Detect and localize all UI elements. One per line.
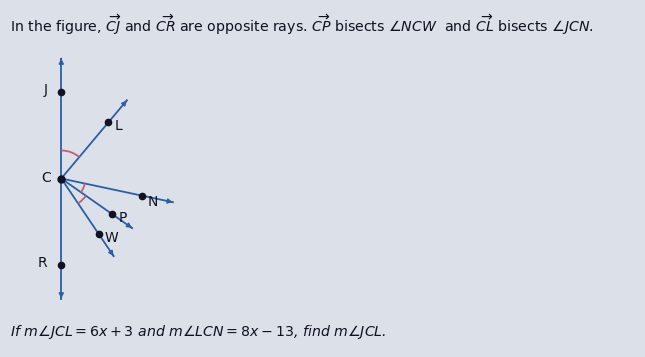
Text: R: R [37,256,47,270]
Text: P: P [118,211,126,225]
Text: W: W [105,231,119,245]
Text: In the figure, $\overrightarrow{CJ}$ and $\overrightarrow{CR}$ are opposite rays: In the figure, $\overrightarrow{CJ}$ and… [10,12,594,37]
Text: L: L [114,119,123,133]
Text: C: C [41,171,51,186]
Text: J: J [43,83,47,97]
Text: N: N [148,195,158,208]
Text: If $m\angle JCL = 6x + 3$ and $m\angle LCN = 8x - 13$, find $m\angle JCL$.: If $m\angle JCL = 6x + 3$ and $m\angle L… [10,323,386,341]
